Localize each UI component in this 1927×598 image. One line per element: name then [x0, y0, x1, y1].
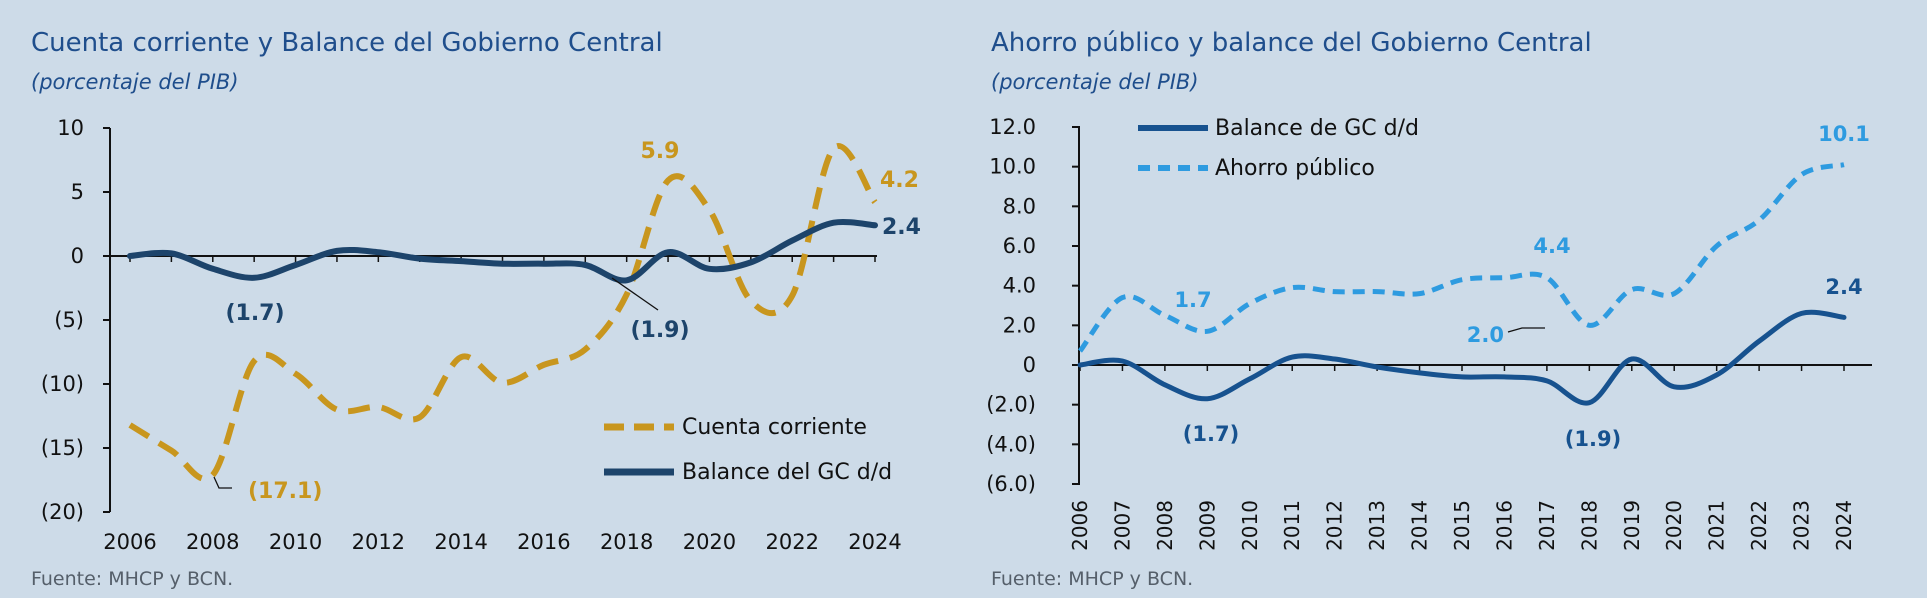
x-tick-label: 2014 — [434, 530, 487, 554]
x-tick-label: 2016 — [1492, 500, 1516, 551]
chart-right-svg: 12.0 10.0 8.0 6.0 4.0 2.0 0 (2.0) (4.0) (6.0) 2006… — [986, 115, 1872, 551]
x-tick-label: 2006 — [1068, 500, 1092, 551]
x-tick-label: 2019 — [1620, 500, 1644, 551]
data-label: (1.7) — [225, 301, 284, 326]
legend-label: Balance del GC d/d — [682, 460, 892, 485]
x-tick-label: 2024 — [848, 530, 901, 554]
x-tick-label: 2022 — [765, 530, 818, 554]
data-label: 4.4 — [1533, 234, 1570, 258]
x-tick-label: 2018 — [1577, 500, 1601, 551]
x-tick-label: 2020 — [1662, 500, 1686, 551]
x-tick-label: 2014 — [1408, 500, 1432, 551]
legend-label: Ahorro público — [1215, 156, 1375, 181]
series-line-cuenta-corriente — [128, 142, 878, 482]
data-label: 1.7 — [1174, 288, 1211, 312]
y-tick-label: (6.0) — [986, 472, 1036, 496]
data-label: (17.1) — [248, 479, 322, 504]
x-tick-label: 2024 — [1832, 500, 1856, 551]
chart-left-svg: 10 5 0 (5) (10) (15) (20) 2006 2008 2010 2012 2014 2… — [41, 116, 921, 554]
x-tick-label: 2010 — [269, 530, 322, 554]
y-tick-label: 4.0 — [1003, 274, 1036, 298]
y-tick-label: 8.0 — [1003, 194, 1036, 218]
data-label: (1.7) — [1183, 422, 1239, 446]
y-tick-label: (5) — [54, 308, 84, 332]
y-tick-label: 12.0 — [989, 115, 1036, 139]
data-label: 10.1 — [1818, 122, 1870, 146]
x-tick-label: 2021 — [1705, 500, 1729, 551]
chart-source: Fuente: MHCP y BCN. — [991, 568, 1194, 590]
data-label: 4.2 — [880, 168, 919, 193]
x-tick-label: 2009 — [1195, 500, 1219, 551]
y-tick-label: 10 — [57, 116, 84, 140]
x-tick-label: 2012 — [352, 530, 405, 554]
chart-title: Cuenta corriente y Balance del Gobierno … — [31, 28, 663, 58]
x-tick-label: 2006 — [103, 530, 156, 554]
data-label: (1.9) — [630, 318, 689, 343]
x-tick-label: 2007 — [1110, 500, 1134, 551]
chart-subtitle: (porcentaje del PIB) — [31, 70, 239, 94]
x-tick-label: 2012 — [1323, 500, 1347, 551]
x-tick-label: 2008 — [186, 530, 239, 554]
series-line-ahorro-publico — [1077, 162, 1845, 353]
x-tick-label: 2013 — [1365, 500, 1389, 551]
y-tick-label: 6.0 — [1003, 234, 1036, 258]
x-tick-label: 2017 — [1535, 500, 1559, 551]
x-tick-label: 2016 — [517, 530, 570, 554]
chart-source: Fuente: MHCP y BCN. — [31, 568, 234, 590]
data-label: 5.9 — [641, 139, 680, 164]
chart-title: Ahorro público y balance del Gobierno Ce… — [991, 28, 1592, 58]
x-tick-label: 2008 — [1153, 500, 1177, 551]
legend-label: Cuenta corriente — [682, 415, 867, 440]
chart-panel-left: Cuenta corriente y Balance del Gobierno … — [0, 0, 960, 598]
x-tick-label: 2010 — [1238, 500, 1262, 551]
y-tick-label: 10.0 — [989, 155, 1036, 179]
annotation-leader — [213, 476, 232, 489]
y-tick-label: 5 — [71, 180, 84, 204]
legend-label: Balance de GC d/d — [1215, 116, 1419, 141]
chart-panel-right: Ahorro público y balance del Gobierno Ce… — [960, 0, 1927, 598]
annotation-leader — [1507, 327, 1545, 333]
y-tick-label: (10) — [41, 372, 84, 396]
data-label: 2.4 — [882, 215, 921, 240]
series-line-balance-gc — [1077, 309, 1847, 406]
y-tick-label: 0 — [71, 244, 84, 268]
x-tick-label: 2023 — [1790, 500, 1814, 551]
y-tick-label: (20) — [41, 500, 84, 524]
data-label: (1.9) — [1565, 427, 1621, 451]
chart-subtitle: (porcentaje del PIB) — [991, 70, 1199, 94]
y-tick-label: (4.0) — [986, 432, 1036, 456]
y-tick-label: 2.0 — [1003, 313, 1036, 337]
x-tick-label: 2020 — [683, 530, 736, 554]
y-tick-label: 0 — [1023, 353, 1036, 377]
y-tick-label: (2.0) — [986, 393, 1036, 417]
annotation-leader — [611, 277, 659, 311]
x-tick-label: 2011 — [1280, 500, 1304, 551]
y-tick-label: (15) — [41, 436, 84, 460]
x-tick-label: 2018 — [600, 530, 653, 554]
data-label: 2.4 — [1825, 275, 1862, 299]
x-tick-label: 2015 — [1450, 500, 1474, 551]
x-tick-label: 2022 — [1747, 500, 1771, 551]
data-label: 2.0 — [1467, 323, 1504, 347]
series-line-balance-gc — [127, 218, 878, 284]
